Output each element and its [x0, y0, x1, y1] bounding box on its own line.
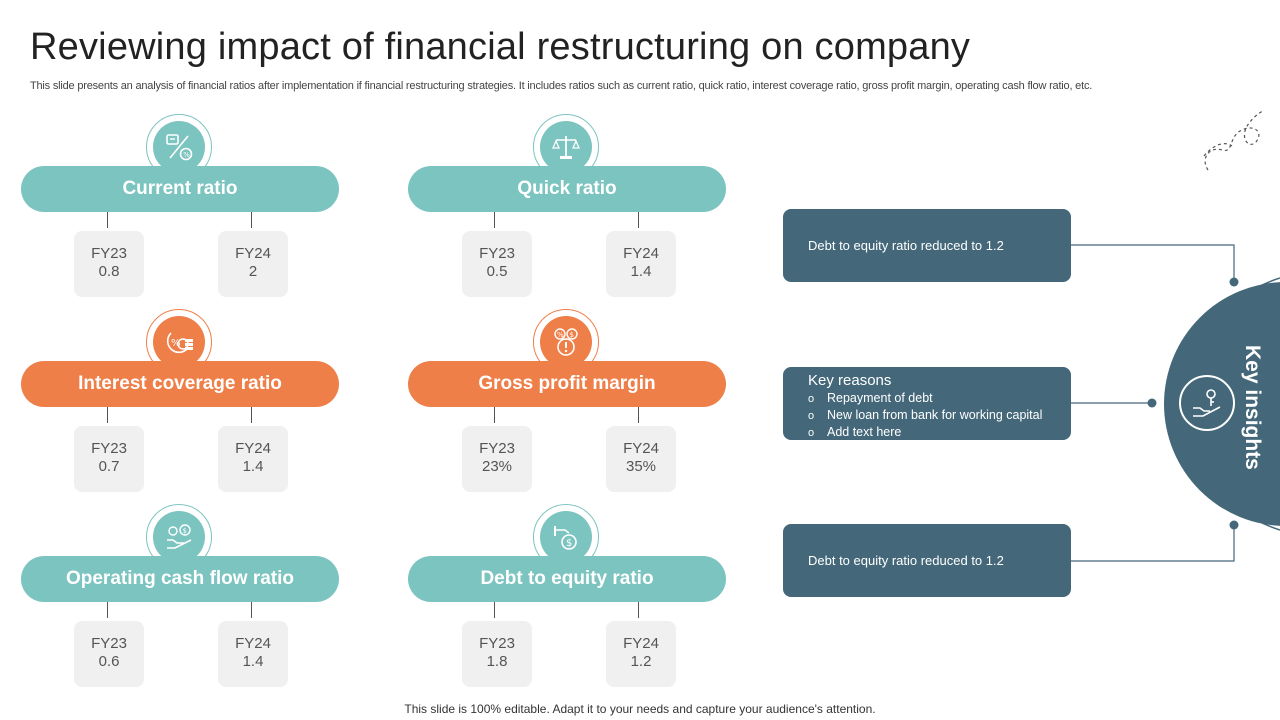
ratio-title: Interest coverage ratio [21, 361, 339, 407]
calculator-percent-icon: % [166, 134, 193, 161]
svg-text:$: $ [566, 538, 572, 549]
list-item: New loan from bank for working capital [808, 407, 1042, 424]
ratio-card-current: % Current ratio FY23 0.8 FY24 2 [21, 114, 341, 314]
ratio-title: Gross profit margin [408, 361, 726, 407]
fy23-label: FY23 [479, 635, 515, 652]
fy24-value: 1.4 [242, 458, 264, 475]
svg-text:%: % [183, 151, 190, 159]
fy23-value-box: FY23 23% [462, 426, 532, 492]
fy23-value: 0.5 [486, 263, 508, 280]
svg-text:%: % [557, 331, 564, 339]
ratio-card-interest-coverage: % Interest coverage ratio FY23 0.7 FY24 … [21, 309, 341, 509]
page-title: Reviewing impact of financial restructur… [30, 26, 971, 68]
fy23-value-box: FY23 0.7 [74, 426, 144, 492]
page-subtitle: This slide presents an analysis of finan… [30, 80, 1093, 92]
fy24-label: FY24 [235, 245, 271, 262]
fy24-label: FY24 [623, 635, 659, 652]
hand-key-icon [1193, 389, 1221, 417]
fy24-value: 1.2 [630, 653, 652, 670]
reasons-heading: Key reasons [808, 372, 892, 389]
fy24-value: 1.4 [242, 653, 264, 670]
fy24-value-box: FY24 2 [218, 231, 288, 297]
fy24-label: FY24 [623, 440, 659, 457]
ratio-title: Operating cash flow ratio [21, 556, 339, 602]
svg-text:%: % [171, 338, 181, 349]
fy23-label: FY23 [91, 245, 127, 262]
fy24-value-box: FY24 1.4 [218, 426, 288, 492]
fy23-label: FY23 [91, 440, 127, 457]
fy24-value: 1.4 [630, 263, 652, 280]
fy23-value: 23% [481, 458, 513, 475]
fy23-value-box: FY23 0.8 [74, 231, 144, 297]
reasons-list: Repayment of debt New loan from bank for… [808, 390, 1042, 441]
hand-dollar-icon: $ [554, 526, 577, 550]
svg-text:$: $ [570, 331, 574, 339]
fy23-value: 0.8 [98, 263, 120, 280]
list-item: Add text here [808, 424, 1042, 441]
fy23-value-box: FY23 1.8 [462, 621, 532, 687]
fy24-label: FY24 [235, 635, 271, 652]
fy23-label: FY23 [91, 635, 127, 652]
fy24-value-box: FY24 1.2 [606, 621, 676, 687]
fy23-value: 1.8 [486, 653, 508, 670]
fy23-value: 0.7 [98, 458, 120, 475]
insight-box-bottom: Debt to equity ratio reduced to 1.2 [783, 524, 1071, 597]
ratio-card-debt-to-equity: $ Debt to equity ratio FY23 1.8 FY24 1.2 [408, 504, 728, 704]
hand-money-icon: $ [167, 524, 192, 549]
fy23-label: FY23 [479, 245, 515, 262]
fy24-value-box: FY24 1.4 [218, 621, 288, 687]
footer-note: This slide is 100% editable. Adapt it to… [404, 702, 876, 716]
fy24-value-box: FY24 35% [606, 426, 676, 492]
fy24-label: FY24 [623, 245, 659, 262]
fy23-value-box: FY23 0.5 [462, 231, 532, 297]
insight-box-reasons: Key reasons Repayment of debt New loan f… [783, 367, 1071, 440]
fy24-value: 35% [625, 458, 657, 475]
insight-text: Debt to equity ratio reduced to 1.2 [808, 553, 1004, 568]
ratio-card-quick: Quick ratio FY23 0.5 FY24 1.4 [408, 114, 728, 314]
fy24-value: 2 [248, 263, 258, 280]
ratio-title: Current ratio [21, 166, 339, 212]
fy23-value: 0.6 [98, 653, 120, 670]
fy23-label: FY23 [479, 440, 515, 457]
ratio-card-operating-cash-flow: $ Operating cash flow ratio FY23 0.6 FY2… [21, 504, 341, 704]
balance-scale-icon [552, 136, 580, 159]
profit-gauge-icon: % $ [554, 328, 578, 356]
fy24-label: FY24 [235, 440, 271, 457]
key-insights-label: Key insights [1241, 345, 1264, 470]
decorative-swirl-icon [1203, 109, 1265, 171]
fy23-value-box: FY23 0.6 [74, 621, 144, 687]
ratio-title: Quick ratio [408, 166, 726, 212]
list-item: Repayment of debt [808, 390, 1042, 407]
insight-text: Debt to equity ratio reduced to 1.2 [808, 238, 1004, 253]
ratio-title: Debt to equity ratio [408, 556, 726, 602]
ratio-card-gross-profit: % $ Gross profit margin FY23 23% FY24 35… [408, 309, 728, 509]
svg-text:$: $ [183, 527, 187, 535]
insight-box-top: Debt to equity ratio reduced to 1.2 [783, 209, 1071, 282]
key-insights-icon-ring [1179, 375, 1235, 431]
fy24-value-box: FY24 1.4 [606, 231, 676, 297]
percent-coins-icon: % [166, 332, 193, 354]
